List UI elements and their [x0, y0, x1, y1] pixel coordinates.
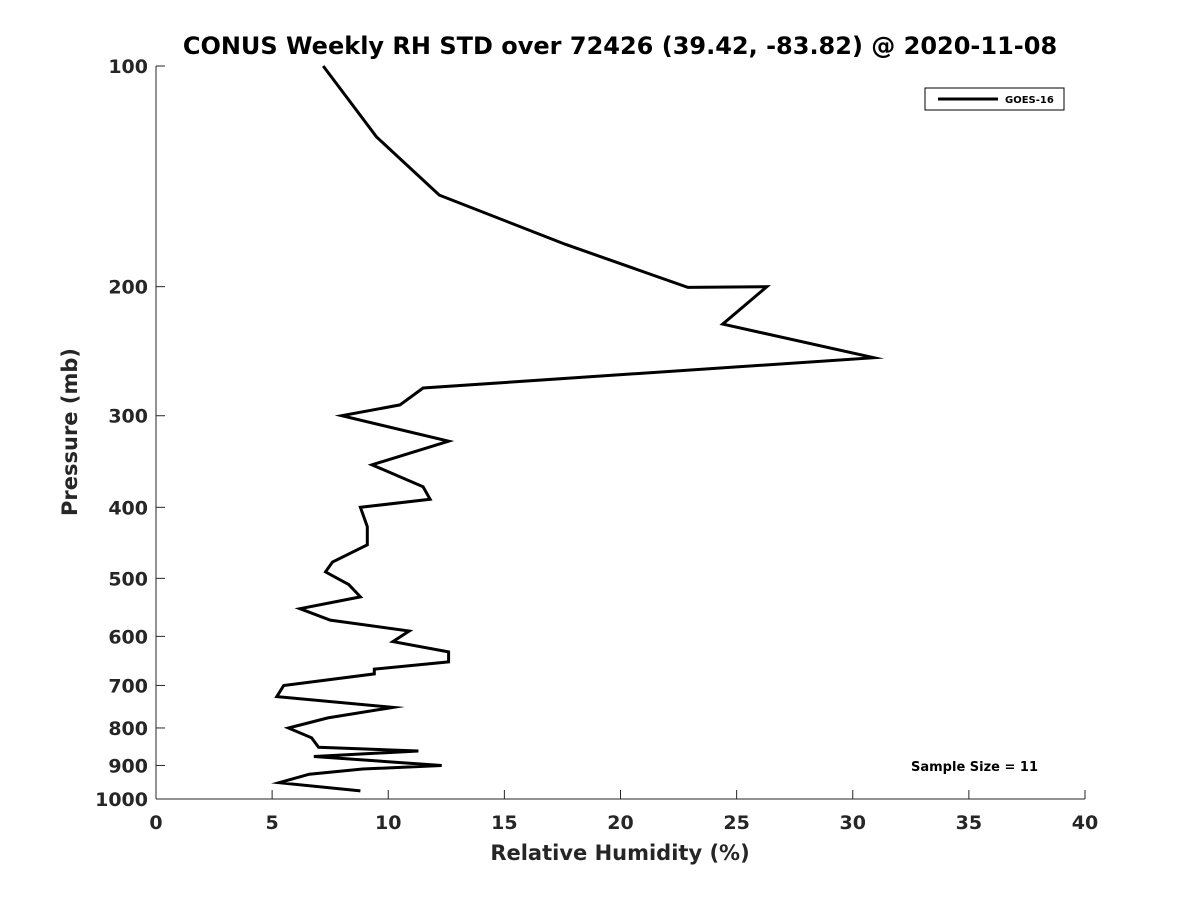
y-tick-label: 1000 [95, 789, 148, 811]
y-tick-label: 100 [108, 56, 148, 78]
y-tick-label: 300 [108, 406, 148, 428]
series-line-goes-16 [271, 65, 885, 793]
x-tick-label: 5 [266, 812, 279, 834]
sample-size-annotation: Sample Size = 11 [911, 760, 1038, 775]
x-tick-label: 25 [723, 812, 749, 834]
x-tick-label: 30 [840, 812, 866, 834]
chart-title: CONUS Weekly RH STD over 72426 (39.42, -… [183, 32, 1057, 60]
y-axis-ticks: 100 200 300 400 500 600 700 800 900 1000 [95, 56, 165, 811]
y-tick-label: 700 [108, 675, 148, 697]
x-tick-label: 10 [375, 812, 401, 834]
x-tick-label: 15 [491, 812, 517, 834]
x-axis-ticks: 0 5 10 15 20 25 30 35 40 [149, 790, 1098, 834]
y-tick-label: 600 [108, 626, 148, 648]
x-axis-label: Relative Humidity (%) [490, 841, 749, 865]
x-tick-label: 40 [1072, 812, 1098, 834]
y-tick-label: 900 [108, 755, 148, 777]
legend: GOES-16 [924, 87, 1065, 111]
y-axis-label: Pressure (mb) [58, 348, 82, 516]
y-tick-label: 400 [108, 497, 148, 519]
y-tick-label: 500 [108, 568, 148, 590]
y-tick-label: 800 [108, 718, 148, 740]
x-tick-label: 0 [149, 812, 162, 834]
x-tick-label: 35 [956, 812, 982, 834]
x-tick-label: 20 [607, 812, 633, 834]
axes-frame [155, 66, 1085, 800]
legend-label-goes-16: GOES-16 [1005, 95, 1054, 106]
y-tick-label: 200 [108, 277, 148, 299]
series-layer [271, 65, 885, 793]
